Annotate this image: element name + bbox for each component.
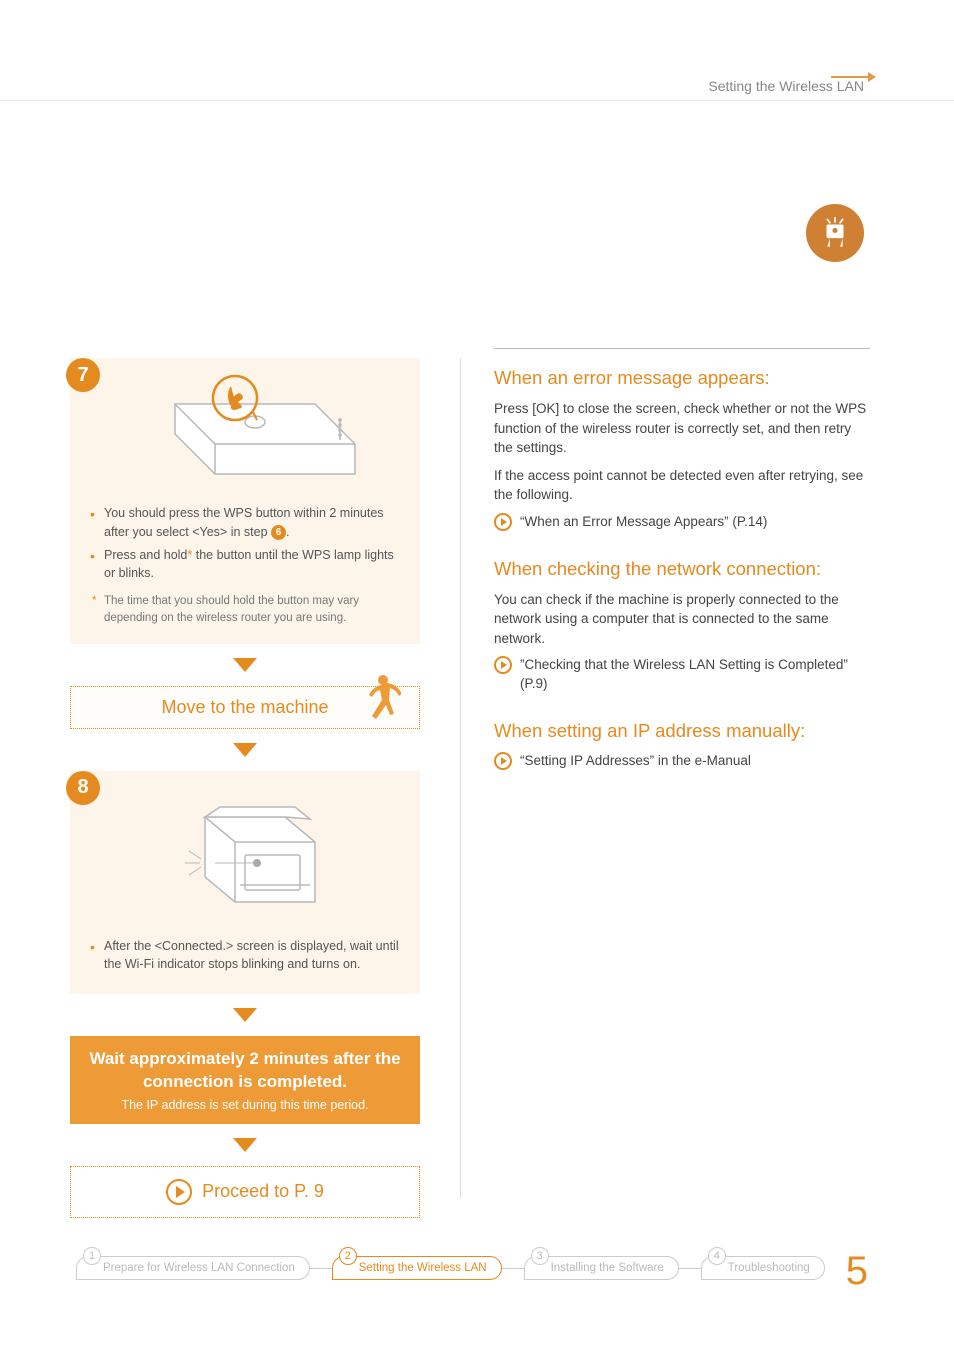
- stepper-num: 3: [531, 1247, 549, 1265]
- arrow-right-circle-icon: [494, 656, 512, 674]
- footnote-text: The time that you should hold the button…: [104, 595, 359, 624]
- section-heading: When setting an IP address manually:: [494, 720, 870, 742]
- step-7-box: 7 You should press the WPS button with: [70, 358, 420, 644]
- stepper-label: Setting the Wireless LAN: [359, 1262, 487, 1274]
- step-6-ref-badge: 6: [271, 525, 286, 540]
- stepper-step-3[interactable]: 3 Installing the Software: [524, 1256, 679, 1280]
- right-column: When an error message appears: Press [OK…: [494, 348, 870, 771]
- move-to-machine-callout: Move to the machine: [70, 686, 420, 729]
- down-arrow-icon: [233, 743, 257, 757]
- left-column: 7 You should press the WPS button with: [70, 358, 420, 1218]
- step-8-box: 8 After the <Connected.> screen is displ…: [70, 771, 420, 995]
- stepper-num: 1: [83, 1247, 101, 1265]
- section-heading: When checking the network connection:: [494, 558, 870, 580]
- running-head: Setting the Wireless LAN: [708, 78, 864, 94]
- stepper-label: Prepare for Wireless LAN Connection: [103, 1262, 295, 1274]
- step-number-badge: 8: [66, 771, 100, 805]
- cross-reference[interactable]: ”Checking that the Wireless LAN Setting …: [494, 656, 870, 694]
- stepper-num: 4: [708, 1247, 726, 1265]
- step-number-badge: 7: [66, 358, 100, 392]
- wait-secondary-text: The IP address is set during this time p…: [80, 1098, 410, 1112]
- page-number: 5: [846, 1249, 868, 1294]
- stepper-connector: [502, 1268, 524, 1269]
- stepper-label: Troubleshooting: [728, 1262, 810, 1274]
- step-8-bullets: After the <Connected.> screen is display…: [90, 937, 400, 975]
- stepper-step-4[interactable]: 4 Troubleshooting: [701, 1256, 825, 1280]
- stepper-num: 2: [339, 1247, 357, 1265]
- section-divider: [494, 348, 870, 349]
- arrow-right-circle-icon: [166, 1179, 192, 1205]
- stepper-connector: [310, 1268, 332, 1269]
- asterisk-icon: *: [92, 593, 96, 610]
- stepper-connector: [679, 1268, 701, 1269]
- walking-person-icon: [357, 673, 401, 729]
- printer-illustration: [145, 787, 345, 927]
- arrow-right-circle-icon: [494, 513, 512, 531]
- down-arrow-icon: [233, 1008, 257, 1022]
- reference-text: ”Checking that the Wireless LAN Setting …: [520, 656, 870, 694]
- bullet-text: You should press the WPS button within 2…: [104, 506, 384, 539]
- arrow-right-circle-icon: [494, 752, 512, 770]
- stepper-step-2[interactable]: 2 Setting the Wireless LAN: [332, 1256, 502, 1280]
- paragraph: You can check if the machine is properly…: [494, 590, 870, 649]
- down-arrow-icon: [233, 1138, 257, 1152]
- list-item: You should press the WPS button within 2…: [90, 504, 400, 542]
- column-divider: [460, 358, 461, 1198]
- step-7-bullets: You should press the WPS button within 2…: [90, 504, 400, 583]
- wait-callout: Wait approximately 2 minutes after the c…: [70, 1036, 420, 1124]
- list-item: After the <Connected.> screen is display…: [90, 937, 400, 975]
- continuation-arrow-icon: [868, 72, 876, 82]
- wireless-router-badge-icon: [806, 204, 864, 262]
- stepper-step-1[interactable]: 1 Prepare for Wireless LAN Connection: [76, 1256, 310, 1280]
- down-arrow-icon: [233, 658, 257, 672]
- bullet-text: .: [286, 525, 289, 539]
- list-item: Press and hold* the button until the WPS…: [90, 546, 400, 584]
- progress-stepper: 1 Prepare for Wireless LAN Connection 2 …: [76, 1256, 825, 1280]
- bullet-text: After the <Connected.> screen is display…: [104, 939, 399, 972]
- stepper-label: Installing the Software: [551, 1262, 664, 1274]
- section-heading: When an error message appears:: [494, 367, 870, 389]
- proceed-callout[interactable]: Proceed to P. 9: [70, 1166, 420, 1218]
- cross-reference[interactable]: “Setting IP Addresses” in the e-Manual: [494, 752, 870, 771]
- proceed-label: Proceed to P. 9: [202, 1181, 324, 1202]
- bullet-text: Press and hold: [104, 548, 187, 562]
- paragraph: Press [OK] to close the screen, check wh…: [494, 399, 870, 458]
- reference-text: “When an Error Message Appears” (P.14): [520, 513, 767, 532]
- paragraph: If the access point cannot be detected e…: [494, 466, 870, 505]
- reference-text: “Setting IP Addresses” in the e-Manual: [520, 752, 751, 771]
- callout-label: Move to the machine: [161, 697, 328, 717]
- wait-primary-text: Wait approximately 2 minutes after the c…: [80, 1048, 410, 1094]
- router-illustration: [105, 374, 385, 494]
- top-rule: [0, 100, 954, 101]
- step-7-footnote: * The time that you should hold the butt…: [90, 593, 400, 628]
- cross-reference[interactable]: “When an Error Message Appears” (P.14): [494, 513, 870, 532]
